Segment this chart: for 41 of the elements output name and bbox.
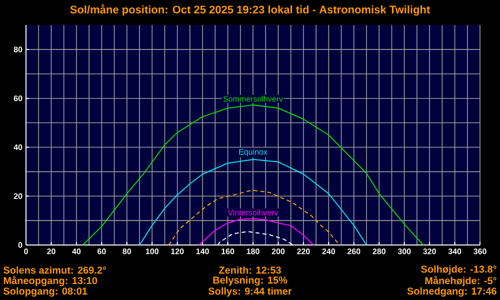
x-tick-label: 80 (122, 248, 132, 254)
line-series (168, 190, 340, 246)
text: Solhøjde: -13.8° (421, 265, 496, 275)
x-tick-label: 100 (146, 248, 158, 254)
text: Solens azimut: 269.2° (3, 266, 106, 274)
x-tick-label: 220 (297, 248, 310, 254)
x-tick-label: 140 (196, 248, 209, 254)
text: Solopgang: 08:01 (3, 287, 88, 297)
x-tick-label: 40 (72, 248, 81, 254)
x-tick-label: 60 (98, 248, 106, 254)
y-tick-label: 60 (14, 96, 22, 102)
text: Solnedgang: 17:46 (407, 287, 496, 297)
x-tick-label: 160 (222, 248, 234, 254)
series-label: Sommersolhverv (223, 96, 283, 102)
x-tick-label: 20 (47, 248, 56, 254)
text: Månehøjde: -5° (425, 276, 496, 286)
x-tick-label: 180 (246, 248, 260, 254)
line-series (82, 104, 424, 246)
x-tick-label: 300 (398, 248, 411, 254)
text: Zenith: 12:53 (219, 266, 281, 274)
x-tick-label: 120 (171, 248, 184, 254)
text: Sollys: 9:44 timer (208, 287, 292, 297)
line-series (198, 218, 314, 246)
series-label: Equinox (239, 148, 268, 156)
line-series (139, 158, 368, 246)
x-tick-label: 360 (474, 248, 486, 254)
x-tick-label: 320 (423, 248, 436, 254)
x-tick-label: 340 (448, 248, 462, 254)
series-label: Vintersolhverv (228, 210, 278, 216)
x-tick-label: 0 (24, 248, 28, 254)
x-tick-label: 260 (348, 248, 360, 254)
text: Måneopgang: 13:10 (4, 276, 98, 286)
y-tick-label: 0 (18, 242, 22, 248)
x-tick-label: 200 (272, 248, 285, 254)
y-tick-label: 20 (14, 193, 22, 199)
y-tick-label: 40 (14, 144, 22, 150)
text: Belysning: 15% (213, 276, 288, 286)
chart-title: Sol/måne position: Oct 25 2025 19:23 lokal tid - Astronomisk Twilight (70, 4, 430, 16)
x-tick-label: 240 (322, 248, 336, 254)
y-tick-label: 80 (14, 46, 22, 52)
x-tick-label: 280 (372, 248, 386, 254)
